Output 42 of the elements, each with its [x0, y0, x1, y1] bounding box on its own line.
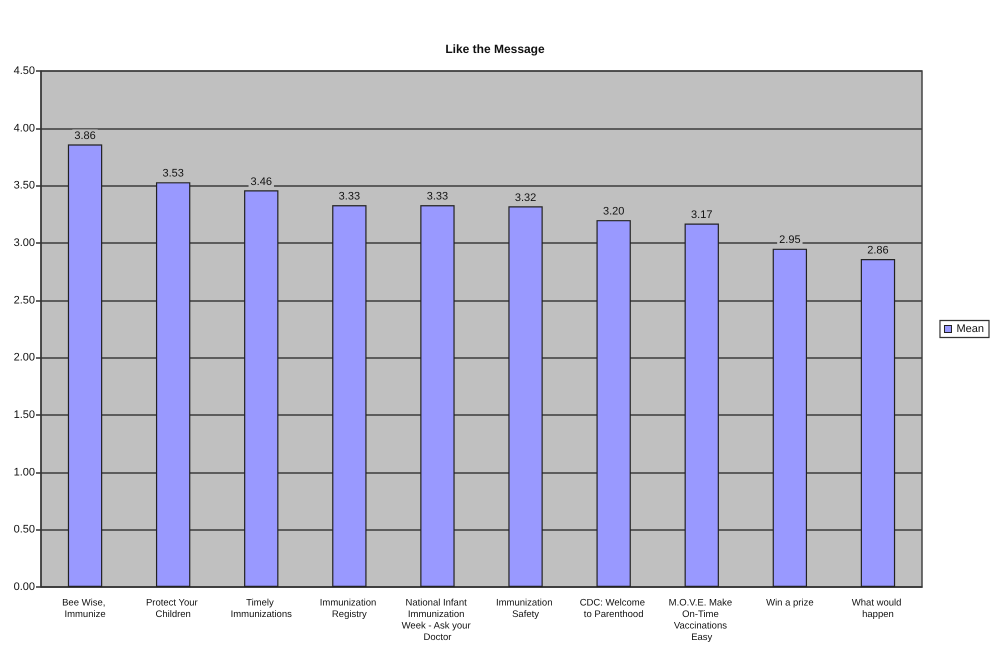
data-label: 3.53 [162, 168, 184, 180]
x-tick-label: Immunization Registry [320, 597, 379, 620]
bar [156, 182, 190, 587]
data-label: 3.32 [514, 192, 536, 204]
bar [420, 205, 455, 587]
y-tick-label: 3.50 [14, 180, 35, 192]
bar [68, 144, 102, 587]
data-label: 3.17 [691, 209, 712, 222]
data-label: 2.86 [867, 244, 889, 257]
bar [860, 259, 896, 587]
bar [244, 190, 278, 587]
data-label: 3.86 [74, 130, 96, 142]
data-label: 3.33 [426, 190, 448, 203]
bar [508, 206, 543, 587]
data-label: 2.95 [779, 234, 801, 246]
x-tick-label: Immunization Safety [496, 597, 556, 620]
legend-label: Mean [956, 323, 984, 335]
y-tick-label: 1.00 [14, 466, 35, 478]
x-tick-label: National Infant Immunization Week - Ask your Doctor [402, 597, 474, 643]
bar [684, 224, 719, 587]
x-tick-label: Win a prize [766, 597, 814, 608]
data-label: 3.33 [338, 190, 360, 203]
y-tick-label: 2.00 [14, 352, 35, 364]
y-tick-label: 0.50 [14, 524, 35, 536]
y-tick-label: 4.00 [14, 122, 35, 134]
y-tick-label: 4.50 [14, 65, 35, 77]
y-tick-label: 3.00 [14, 237, 35, 249]
x-tick-label: Timely Immunizations [230, 597, 292, 620]
y-tick-label: 2.50 [14, 294, 35, 306]
bar [772, 248, 808, 587]
x-tick-label: CDC: Welcome to Parenthood [580, 597, 648, 620]
data-label: 3.46 [250, 176, 272, 188]
bar [596, 220, 631, 587]
data-label: 3.20 [602, 206, 624, 218]
chart-title: Like the Message [445, 42, 546, 56]
x-tick-label: Bee Wise, Immunize [62, 597, 108, 620]
x-tick-label: M.O.V.E. Make On-Time Vaccinations Easy [668, 597, 735, 643]
y-tick-label: 1.50 [14, 409, 35, 421]
y-tick-label: 0.00 [14, 581, 35, 593]
bar [332, 205, 367, 587]
x-tick-label: What would happen [852, 597, 904, 620]
x-tick-label: Protect Your Children [146, 597, 200, 620]
